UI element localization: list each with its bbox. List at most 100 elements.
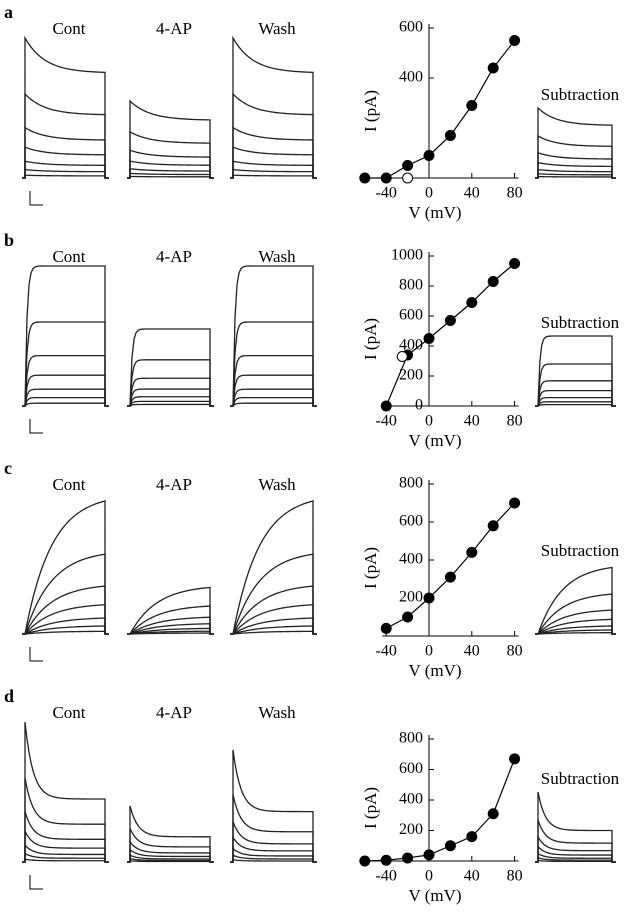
panel-label: c bbox=[4, 458, 12, 478]
current-trace bbox=[22, 553, 109, 635]
current-trace bbox=[230, 265, 317, 407]
scale-bar bbox=[29, 419, 43, 434]
iv-point bbox=[359, 172, 371, 184]
current-trace bbox=[230, 585, 317, 635]
subtraction-trace bbox=[535, 175, 616, 179]
subtraction-label: Subtraction bbox=[541, 85, 620, 104]
current-trace bbox=[230, 374, 317, 407]
current-trace bbox=[127, 857, 214, 863]
subtraction-trace bbox=[535, 856, 616, 863]
current-trace bbox=[127, 586, 214, 635]
y-tick-label: 600 bbox=[399, 513, 423, 530]
current-trace bbox=[127, 359, 214, 407]
current-trace bbox=[230, 354, 317, 407]
trace-label: Wash bbox=[258, 247, 296, 266]
current-trace bbox=[127, 328, 214, 407]
current-trace bbox=[230, 146, 317, 179]
current-trace bbox=[22, 721, 109, 863]
y-tick-label: 600 bbox=[399, 307, 423, 324]
x-tick-label: -40 bbox=[376, 413, 397, 430]
current-trace bbox=[22, 35, 109, 179]
x-axis-label: V (mV) bbox=[408, 661, 461, 680]
current-trace bbox=[22, 92, 109, 179]
iv-point bbox=[402, 611, 414, 623]
current-trace bbox=[230, 402, 317, 407]
current-trace bbox=[127, 175, 214, 179]
subtraction-trace bbox=[535, 629, 616, 635]
iv-point bbox=[423, 150, 435, 161]
current-trace bbox=[22, 852, 109, 863]
current-trace bbox=[22, 617, 109, 635]
subtraction-trace bbox=[535, 566, 616, 635]
y-axis-label: I (pA) bbox=[361, 318, 380, 360]
x-tick-label: 80 bbox=[507, 868, 523, 885]
current-trace bbox=[22, 388, 109, 407]
x-tick-label: -40 bbox=[376, 868, 397, 885]
trace-label: Wash bbox=[258, 703, 296, 722]
y-tick-label: 400 bbox=[399, 337, 423, 354]
current-trace bbox=[230, 160, 317, 179]
y-tick-label: 1000 bbox=[391, 247, 423, 264]
x-tick-label: 40 bbox=[464, 185, 480, 202]
iv-point bbox=[444, 571, 456, 583]
current-trace bbox=[22, 402, 109, 407]
current-trace bbox=[230, 859, 317, 863]
panel-label: a bbox=[4, 2, 13, 22]
subtraction-trace bbox=[535, 618, 616, 635]
subtraction-trace bbox=[535, 161, 616, 179]
current-trace bbox=[230, 625, 317, 635]
current-trace bbox=[127, 130, 214, 179]
subtraction-trace bbox=[535, 593, 616, 635]
current-trace bbox=[127, 854, 214, 863]
current-trace bbox=[230, 630, 317, 635]
x-tick-label: 0 bbox=[425, 868, 433, 885]
y-tick-label: 400 bbox=[399, 551, 423, 568]
current-trace bbox=[22, 843, 109, 863]
y-tick-label: 400 bbox=[399, 791, 423, 808]
y-tick-label: 400 bbox=[399, 69, 423, 86]
y-tick-label: 200 bbox=[399, 821, 423, 838]
current-trace bbox=[127, 627, 214, 635]
current-trace bbox=[230, 794, 317, 863]
current-trace bbox=[127, 160, 214, 179]
iv-point bbox=[423, 849, 435, 861]
subtraction-trace bbox=[535, 363, 616, 407]
trace-label: 4-AP bbox=[156, 247, 192, 266]
current-trace bbox=[127, 805, 214, 863]
trace-label: Wash bbox=[258, 19, 296, 38]
x-tick-label: -40 bbox=[376, 643, 397, 660]
iv-point bbox=[487, 62, 499, 74]
y-tick-label: 800 bbox=[399, 475, 423, 492]
current-trace bbox=[230, 92, 317, 179]
iv-point bbox=[487, 520, 499, 532]
subtraction-label: Subtraction bbox=[541, 313, 620, 332]
iv-point bbox=[487, 808, 499, 820]
subtraction-trace bbox=[535, 819, 616, 863]
trace-label: 4-AP bbox=[156, 703, 192, 722]
scale-bar bbox=[29, 191, 43, 206]
x-tick-label: 0 bbox=[425, 643, 433, 660]
current-trace bbox=[230, 168, 317, 179]
subtraction-label: Subtraction bbox=[541, 541, 620, 560]
iv-point bbox=[466, 831, 478, 843]
iv-point bbox=[466, 100, 478, 111]
y-tick-label: 600 bbox=[399, 19, 423, 36]
current-trace bbox=[127, 860, 214, 863]
iv-point bbox=[509, 753, 521, 765]
x-tick-label: -40 bbox=[376, 185, 397, 202]
subtraction-trace bbox=[535, 151, 616, 179]
iv-point bbox=[380, 622, 392, 634]
current-trace bbox=[127, 403, 214, 407]
y-tick-label: 600 bbox=[399, 760, 423, 777]
y-tick-label: 0 bbox=[415, 397, 423, 414]
subtraction-trace bbox=[535, 396, 616, 407]
current-trace bbox=[230, 835, 317, 863]
current-trace bbox=[22, 396, 109, 407]
iv-point bbox=[423, 592, 435, 604]
subtraction-trace bbox=[535, 335, 616, 407]
current-trace bbox=[22, 146, 109, 179]
x-tick-label: 80 bbox=[507, 643, 523, 660]
scale-bar bbox=[29, 875, 43, 890]
iv-point bbox=[402, 852, 414, 864]
subtraction-trace bbox=[535, 106, 616, 179]
